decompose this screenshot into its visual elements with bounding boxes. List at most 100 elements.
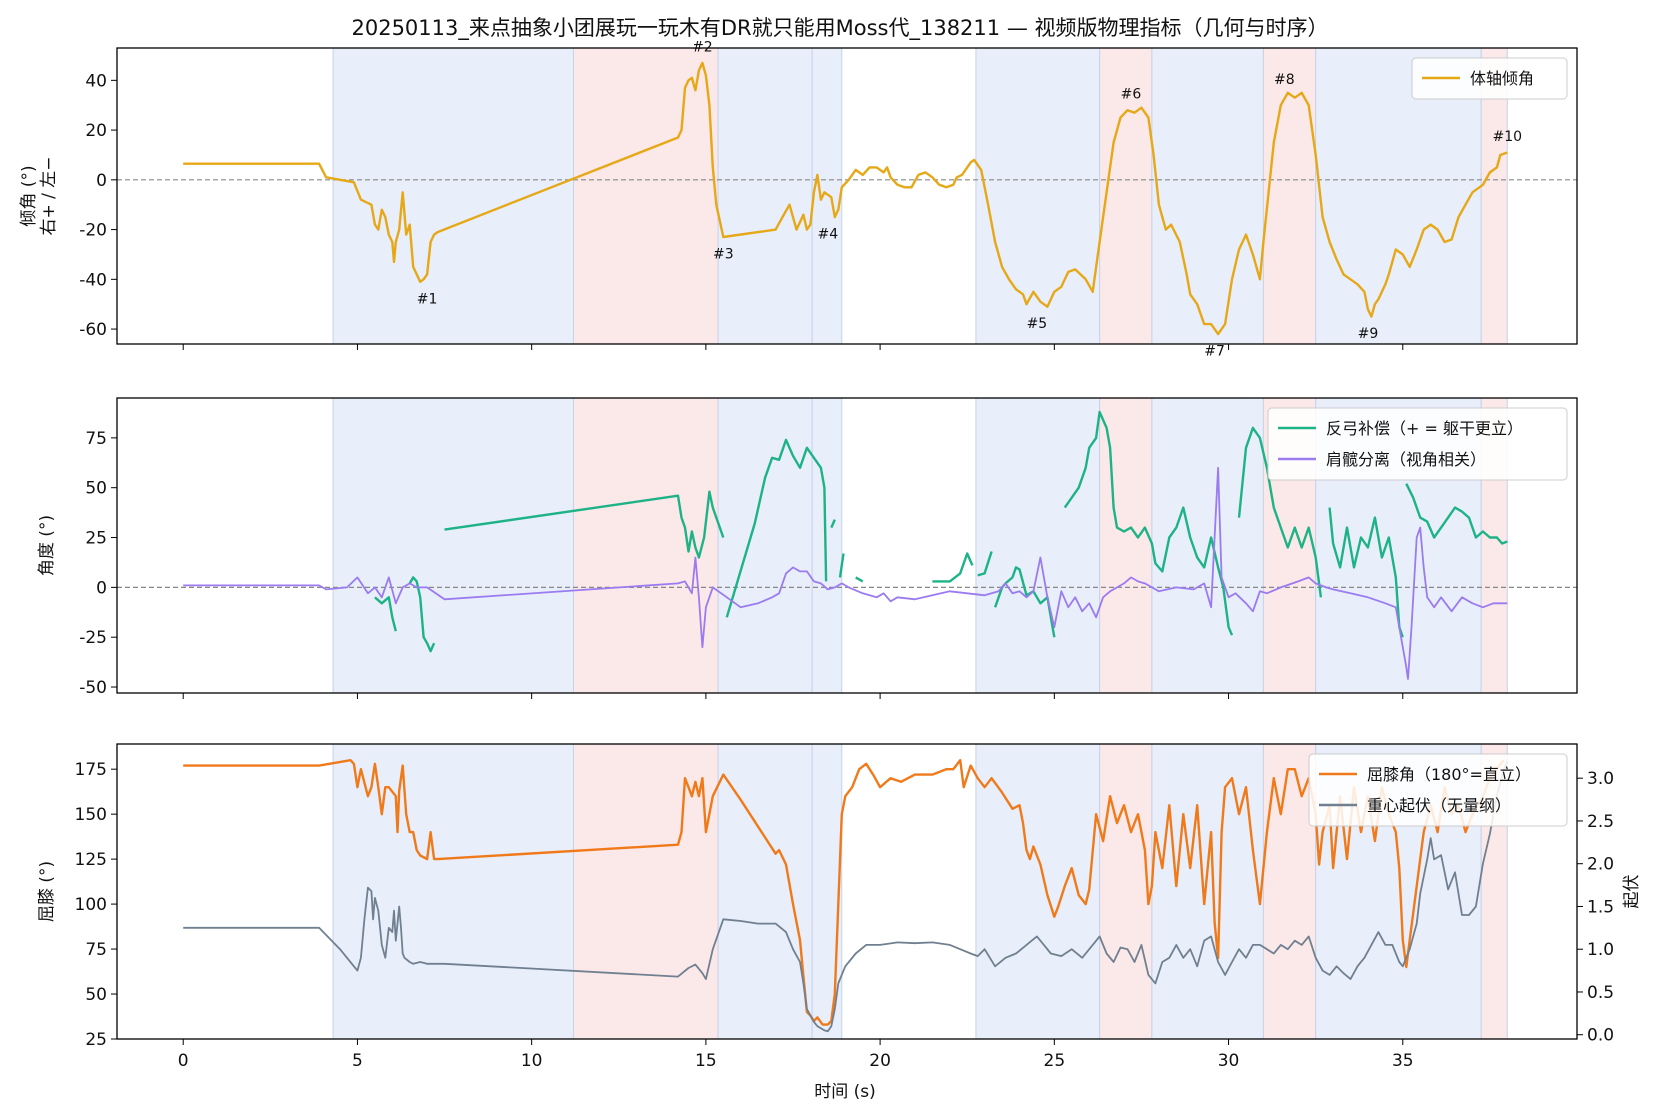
x-tick-label: 35 xyxy=(1392,1051,1414,1071)
y-tick-label: -25 xyxy=(79,628,107,648)
phase-band xyxy=(975,398,1100,693)
peak-annotation: #6 xyxy=(1121,87,1142,103)
phase-band xyxy=(1099,744,1152,1039)
x-tick-label: 15 xyxy=(695,1051,717,1071)
series-line xyxy=(408,576,436,653)
plot-frame xyxy=(116,397,1578,694)
series-line xyxy=(1405,483,1508,545)
phase-band xyxy=(1151,398,1264,693)
right-y-tick-label: 1.5 xyxy=(1587,897,1614,917)
legend-label: 体轴倾角 xyxy=(1470,69,1534,88)
x-tick-label: 25 xyxy=(1044,1051,1066,1071)
y-tick-label: -40 xyxy=(79,270,107,290)
y-axis-label: 倾角 (°) xyxy=(19,165,39,226)
right-y-tick-label: 0.5 xyxy=(1587,983,1614,1003)
right-y-tick-label: 2.5 xyxy=(1587,812,1614,832)
y-tick-label: 100 xyxy=(75,895,107,915)
y-tick-label: -50 xyxy=(79,678,107,698)
peak-annotation: #10 xyxy=(1493,129,1523,145)
series-line xyxy=(374,596,397,632)
legend-box xyxy=(1308,753,1568,827)
y-tick-label: -20 xyxy=(79,221,107,241)
right-y-tick-label: 2.0 xyxy=(1587,855,1614,875)
y-tick-label: 0 xyxy=(96,171,107,191)
plot-frame xyxy=(116,743,1578,1040)
phase-band xyxy=(718,48,813,344)
phase-band xyxy=(1263,48,1316,344)
series-line xyxy=(830,519,836,529)
series-line xyxy=(1237,426,1323,598)
y-tick-label: 25 xyxy=(85,1030,107,1050)
phase-band xyxy=(1263,744,1316,1039)
legend-label: 重心起伏（无量纲） xyxy=(1367,796,1511,815)
x-tick-label: 10 xyxy=(521,1051,543,1071)
x-tick-label: 20 xyxy=(869,1051,891,1071)
series-line xyxy=(183,759,1505,1026)
series-line xyxy=(444,490,725,559)
y-tick-label: 75 xyxy=(85,940,107,960)
peak-annotation: #7 xyxy=(1204,344,1225,360)
series-line xyxy=(838,553,845,578)
phase-band xyxy=(975,744,1100,1039)
phase-band xyxy=(333,744,574,1039)
peak-annotation: #9 xyxy=(1358,326,1379,342)
phase-band xyxy=(975,48,1100,344)
y-tick-label: 0 xyxy=(96,578,107,598)
peak-annotation: #1 xyxy=(417,291,438,307)
series-group xyxy=(183,410,1508,680)
y-tick-label: 50 xyxy=(85,985,107,1005)
phase-band xyxy=(333,398,574,693)
legend-label: 肩髋分离（视角相关） xyxy=(1326,450,1486,469)
phase-band xyxy=(573,744,719,1039)
series-line xyxy=(855,576,864,583)
legend-label: 反弓补偿（+ = 躯干更立） xyxy=(1326,419,1523,438)
peak-annotation: #4 xyxy=(818,227,839,243)
right-y-tick-label: 0.0 xyxy=(1587,1026,1614,1046)
phase-band xyxy=(1151,48,1264,344)
phase-band xyxy=(333,48,574,344)
series-group xyxy=(183,759,1509,1033)
y-tick-label: 175 xyxy=(75,760,107,780)
peak-annotation: #8 xyxy=(1274,72,1295,88)
figure-title: 20250113_来点抽象小团展玩一玩木有DR就只能用Moss代_138211 … xyxy=(351,16,1328,41)
y-axis-label: 右+ / 左− xyxy=(39,156,59,235)
phase-band xyxy=(573,48,719,344)
series-line xyxy=(932,552,974,583)
y-tick-label: 75 xyxy=(85,429,107,449)
series-group xyxy=(183,61,1508,336)
right-y-axis-label: 起伏 xyxy=(1622,875,1642,909)
phase-band xyxy=(812,398,842,693)
y-tick-label: 125 xyxy=(75,850,107,870)
series-line xyxy=(183,61,1508,336)
y-tick-label: 50 xyxy=(85,479,107,499)
peak-annotation: #5 xyxy=(1027,316,1048,332)
chart-panel-2: 75 50 25 0 -25 -50 角度 (°) 反弓补偿（+ = 躯干更立） 肩髋分离（视角… xyxy=(37,397,1578,699)
x-tick-label: 0 xyxy=(178,1051,189,1071)
peak-annotation: #3 xyxy=(713,247,734,263)
series-line xyxy=(725,438,828,618)
phase-band xyxy=(812,48,842,344)
chart-panel-3: 1751501251007550253.02.52.01.51.00.50.0起… xyxy=(37,743,1642,1071)
series-line xyxy=(977,551,993,577)
phase-band xyxy=(1099,398,1152,693)
phase-band xyxy=(1099,48,1152,344)
series-line xyxy=(1063,410,1234,636)
phase-band xyxy=(718,744,813,1039)
legend-label: 屈膝角（180°=直立） xyxy=(1367,765,1531,784)
legend-box xyxy=(1267,407,1568,481)
x-axis-label: 时间 (s) xyxy=(814,1082,876,1102)
phase-band xyxy=(718,398,813,693)
legend-box xyxy=(1411,57,1568,100)
series-line xyxy=(183,466,1508,680)
y-tick-label: 20 xyxy=(85,121,107,141)
phase-band xyxy=(573,398,719,693)
y-tick-label: -60 xyxy=(79,320,107,340)
y-axis-label: 屈膝 (°) xyxy=(37,861,57,922)
y-tick-label: 40 xyxy=(85,71,107,91)
series-line xyxy=(183,760,1509,1033)
x-tick-label: 5 xyxy=(352,1051,363,1071)
x-tick-label: 30 xyxy=(1218,1051,1240,1071)
series-line xyxy=(1328,507,1404,638)
